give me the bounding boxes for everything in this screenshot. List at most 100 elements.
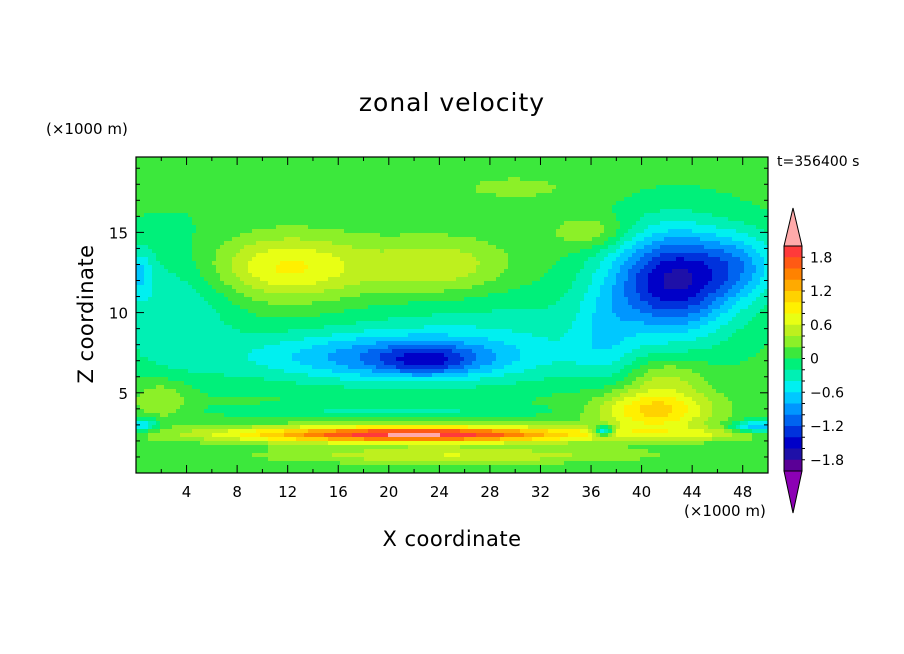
field-cell [224,249,229,254]
field-cell [292,197,297,202]
field-cell [352,277,357,282]
field-cell [652,277,657,282]
field-cell [320,177,325,182]
field-cell [616,241,621,246]
field-cell [428,189,433,194]
field-cell [696,209,701,214]
field-cell [508,229,513,234]
field-cell [136,197,141,202]
field-cell [212,237,217,242]
field-cell [264,173,269,178]
field-cell [288,181,293,186]
field-cell [140,169,145,174]
field-cell [380,165,385,170]
field-cell [268,189,273,194]
field-cell [700,185,705,190]
field-cell [356,253,361,258]
field-cell [452,209,457,214]
field-cell [744,201,749,206]
field-cell [356,197,361,202]
field-cell [624,161,629,166]
field-cell [420,233,425,238]
field-cell [168,205,173,210]
field-cell [520,185,525,190]
field-cell [184,253,189,258]
field-cell [688,157,693,162]
field-cell [160,257,165,262]
field-cell [176,165,181,170]
field-cell [416,241,421,246]
field-cell [312,261,317,266]
field-cell [252,273,257,278]
field-cell [732,201,737,206]
field-cell [316,209,321,214]
field-cell [472,261,477,266]
field-cell [676,201,681,206]
field-cell [236,157,241,162]
field-cell [732,233,737,238]
field-cell [604,213,609,218]
field-cell [220,165,225,170]
field-cell [200,261,205,266]
field-cell [608,165,613,170]
field-cell [672,177,677,182]
field-cell [736,229,741,234]
field-cell [692,261,697,266]
field-cell [452,169,457,174]
field-cell [372,161,377,166]
field-cell [236,277,241,282]
field-cell [640,177,645,182]
field-cell [600,209,605,214]
field-cell [320,221,325,226]
field-cell [344,173,349,178]
field-cell [400,265,405,270]
field-cell [556,177,561,182]
field-cell [708,173,713,178]
field-cell [176,257,181,262]
field-cell [272,249,277,254]
field-cell [400,277,405,282]
field-cell [644,185,649,190]
field-cell [472,205,477,210]
field-cell [360,237,365,242]
field-cell [528,253,533,258]
field-cell [692,273,697,278]
field-cell [524,213,529,218]
field-cell [332,213,337,218]
field-cell [760,181,765,186]
field-cell [488,193,493,198]
field-cell [188,245,193,250]
field-cell [356,217,361,222]
field-cell [520,217,525,222]
field-cell [324,221,329,226]
field-cell [760,201,765,206]
field-cell [240,221,245,226]
field-cell [512,269,517,274]
field-cell [744,245,749,250]
field-cell [560,169,565,174]
field-cell [600,169,605,174]
field-cell [148,253,153,258]
field-cell [724,237,729,242]
field-cell [368,237,373,242]
field-cell [192,173,197,178]
field-cell [584,181,589,186]
field-cell [484,221,489,226]
field-cell [300,217,305,222]
field-cell [260,169,265,174]
field-cell [664,193,669,198]
field-cell [344,233,349,238]
field-cell [224,257,229,262]
field-cell [532,273,537,278]
field-cell [664,197,669,202]
field-cell [536,229,541,234]
field-cell [588,165,593,170]
field-cell [416,221,421,226]
field-cell [440,241,445,246]
field-cell [192,253,197,258]
field-cell [604,217,609,222]
field-cell [192,165,197,170]
field-cell [408,229,413,234]
field-cell [152,181,157,186]
field-cell [420,225,425,230]
